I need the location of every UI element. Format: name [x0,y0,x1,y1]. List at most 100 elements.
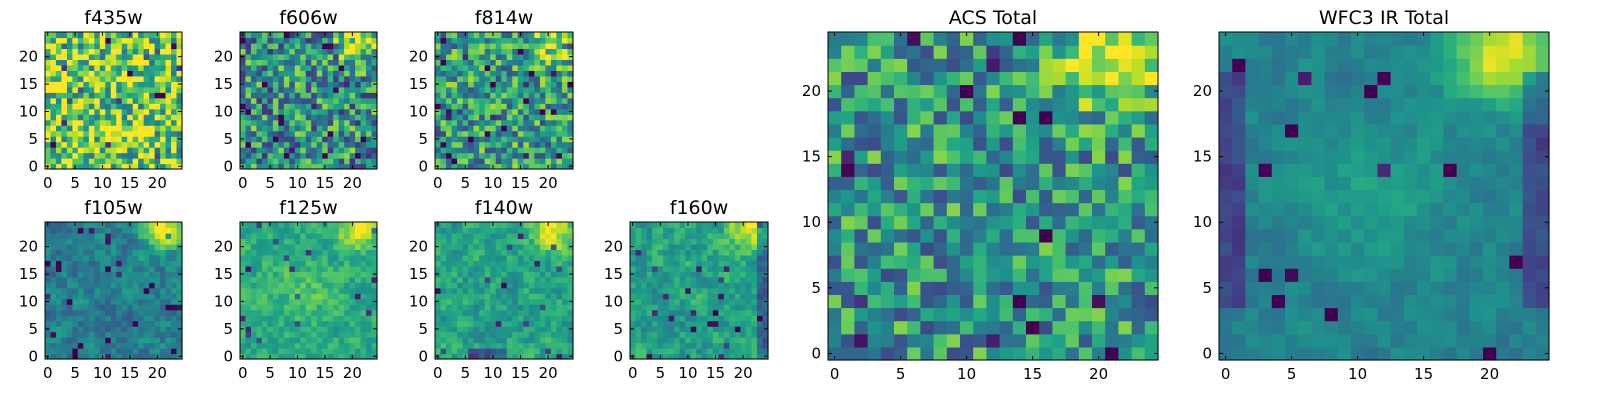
heatmap-cell [132,254,139,261]
heatmap-cell [517,238,524,245]
heatmap-cell [462,298,469,305]
heatmap-cell [165,114,172,121]
heatmap-cell [457,287,464,294]
heatmap-cell [305,147,312,154]
heatmap-cell [333,86,340,93]
heatmap-cell [446,136,453,143]
heatmap-cell [539,147,546,154]
heatmap-cell [512,265,519,272]
heatmap-cell [110,48,117,55]
heatmap-cell [305,304,312,311]
heatmap-cell [240,331,247,338]
heatmap-cell [294,152,301,159]
heatmap-cell [127,70,134,77]
heatmap-cell [556,158,563,165]
heatmap-cell [50,92,57,99]
heatmap-cell [550,265,558,272]
heatmap-cell [435,260,442,267]
heatmap-cell [986,241,1001,256]
heatmap-cell [94,48,101,55]
heatmap-cell [305,342,312,349]
heatmap-cell [305,232,312,240]
heatmap-cell [127,86,134,93]
heatmap-cell [240,75,247,82]
y-tick-label: 0 [223,157,233,175]
heatmap-cell [289,222,296,229]
heatmap-cell [72,342,79,349]
heatmap-cell [920,307,935,322]
heatmap-cell [45,293,52,300]
heatmap-cell [440,147,447,154]
heatmap-cell [1105,281,1119,295]
heatmap-cell [657,342,664,349]
heatmap-cell [245,108,252,115]
heatmap-cell [679,315,686,322]
heatmap-cell [272,75,279,82]
heatmap-cell [484,64,491,71]
heatmap-cell [712,320,719,327]
heatmap-cell [116,254,123,261]
heatmap-cell [690,309,697,316]
heatmap-cell [490,287,497,294]
heatmap-cell [490,304,497,311]
heatmap-cell [1052,268,1067,282]
heatmap-cell [462,342,469,349]
heatmap-cell [110,75,117,82]
heatmap-cell [674,309,681,316]
heatmap-cell [479,320,486,327]
heatmap-cell [550,141,558,148]
heatmap-cell [506,119,513,126]
heatmap-cell [50,227,57,234]
heatmap-cell [1039,228,1053,243]
heatmap-cell [512,75,519,82]
heatmap-cell [127,53,134,60]
heatmap-cell [149,326,156,333]
heatmap-cell [138,75,145,82]
heatmap-cell [138,147,145,154]
heatmap-cell [127,227,134,234]
heatmap-cell [523,287,530,294]
heatmap-cell [72,276,79,283]
heatmap-cell [506,348,513,355]
heatmap-cell [311,119,318,126]
heatmap-cell [479,309,486,316]
heatmap-cell [641,287,648,294]
heatmap-cell [165,293,172,300]
heatmap-cell [894,307,908,322]
heatmap-cell [674,232,681,240]
heatmap-cell [451,103,458,110]
heatmap-cell [83,320,90,327]
heatmap-cell [355,222,362,229]
heatmap-cell [143,158,150,165]
heatmap-cell [828,176,842,191]
heatmap-cell [110,260,117,267]
heatmap-cell [305,92,312,99]
heatmap-cell [256,331,263,338]
heatmap-cell [149,353,156,360]
heatmap-cell [473,260,480,267]
heatmap-cell [490,130,497,137]
heatmap-cell [1105,189,1119,204]
heatmap-cell [349,53,356,60]
heatmap-cell [333,163,340,170]
heatmap-cell [305,42,312,50]
heatmap-cell [316,320,323,327]
heatmap-cell [894,241,908,256]
heatmap-cell [652,276,659,283]
heatmap-cell [506,92,513,99]
heatmap-cell [506,86,513,93]
heatmap-cell [490,37,497,44]
heatmap-cell [132,249,139,256]
heatmap-cell [986,346,1001,361]
heatmap-cell [333,249,340,256]
heatmap-cell [440,59,447,66]
heatmap-cell [322,320,329,327]
heatmap-cell [143,130,150,137]
y-tick-label: 5 [223,320,233,338]
heatmap-cell [534,152,541,159]
heatmap-cell [116,141,123,148]
heatmap-cell [160,81,167,88]
heatmap-cell [867,294,882,309]
heatmap-cell [723,353,730,360]
heatmap-cell [523,320,530,327]
